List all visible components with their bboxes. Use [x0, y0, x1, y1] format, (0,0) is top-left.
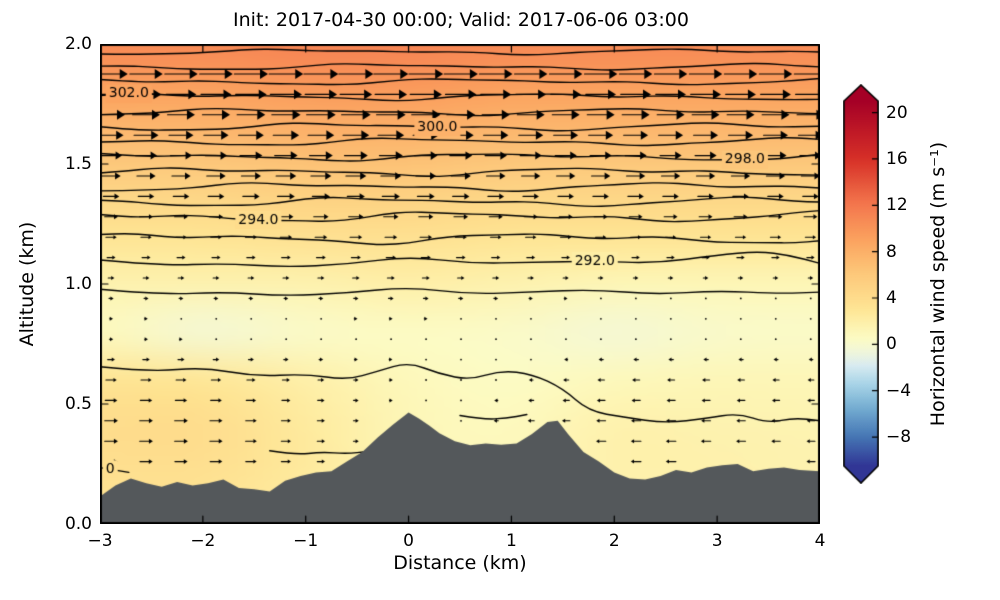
- x-tick-label: 1: [506, 531, 517, 551]
- colorbar-tick-label: 0: [886, 334, 897, 355]
- y-tick-label: 2.0: [64, 34, 92, 54]
- y-tick-label: 1.0: [64, 274, 92, 294]
- y-tick-label: 1.5: [64, 154, 92, 174]
- colorbar-label: Horizontal wind speed (m s⁻¹): [927, 141, 949, 427]
- x-tick-label: −3: [87, 531, 113, 551]
- chart-title: Init: 2017-04-30 00:00; Valid: 2017-06-0…: [233, 9, 689, 31]
- colorbar-tick-label: 12: [886, 195, 908, 216]
- colorbar-tick-label: 20: [886, 102, 908, 123]
- x-tick-label: 2: [608, 531, 620, 551]
- x-tick-label: 0: [403, 531, 414, 551]
- colorbar-tick-label: −4: [886, 380, 912, 401]
- x-axis-label: Distance (km): [393, 552, 527, 574]
- x-tick-label: 3: [711, 531, 723, 551]
- y-tick-label: 0.5: [64, 394, 92, 414]
- colorbar-canvas: [843, 84, 879, 484]
- y-tick-label: 0.0: [64, 514, 92, 534]
- colorbar-tick-label: −8: [886, 427, 912, 448]
- colorbar-tick-label: 16: [886, 148, 908, 169]
- x-tick-label: −1: [293, 531, 319, 551]
- plot-canvas: [100, 44, 820, 524]
- colorbar-tick-label: 4: [886, 287, 897, 308]
- x-tick-label: 4: [814, 531, 826, 551]
- colorbar-tick-label: 8: [886, 241, 897, 262]
- x-tick-label: −2: [190, 531, 216, 551]
